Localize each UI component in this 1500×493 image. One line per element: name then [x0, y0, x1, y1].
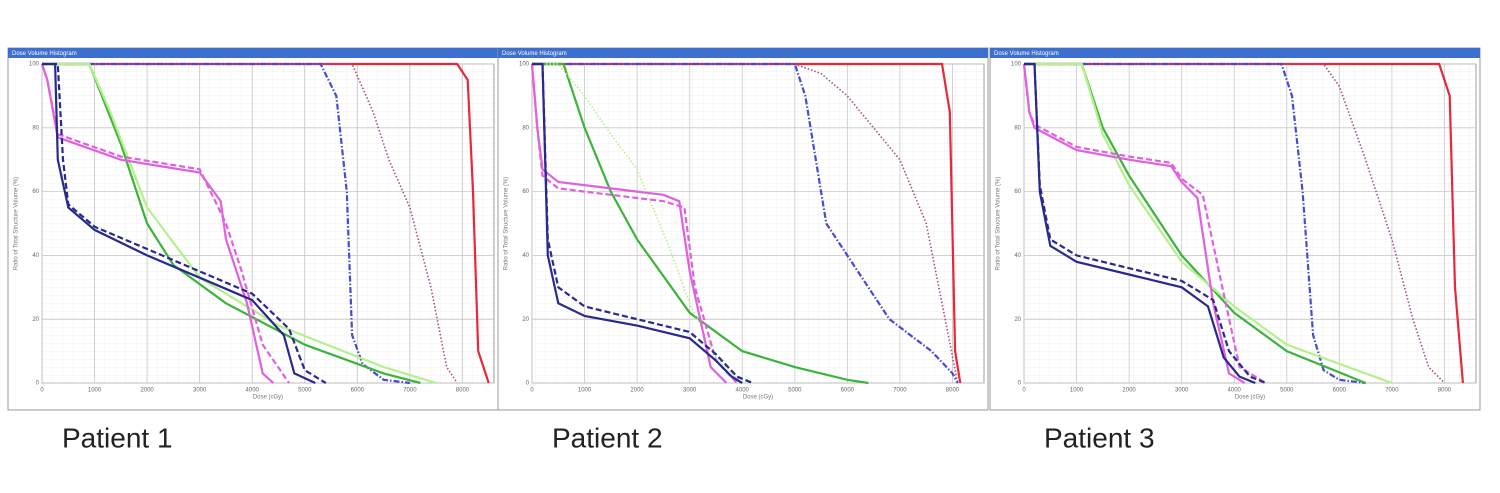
y-axis-label: Ratio of Total Structure Volume (%): [996, 177, 1002, 271]
window-title-bar: [8, 48, 498, 58]
y-tick-label: 20: [32, 317, 39, 323]
dvh-curve: [530, 63, 738, 384]
dvh-curve: [532, 62, 869, 385]
x-tick-label: 0: [40, 388, 44, 394]
dvh-curve: [1024, 62, 1267, 385]
window-title: Dose Volume Histogram: [502, 51, 567, 57]
x-tick-label: 5000: [788, 388, 802, 394]
y-tick-label: 0: [526, 381, 530, 387]
dvh-curve: [532, 62, 754, 385]
y-axis-label: Ratio of Total Structure Volume (%): [14, 177, 20, 271]
x-tick-label: 5000: [1280, 388, 1294, 394]
dvh-curve: [532, 63, 743, 384]
y-tick-label: 0: [36, 381, 40, 387]
dvh-curve: [1024, 62, 1393, 385]
plot-area: [41, 63, 495, 384]
x-axis-label: Dose (cGy): [253, 395, 283, 401]
x-tick-label: 6000: [1333, 388, 1347, 394]
y-tick-label: 60: [32, 189, 39, 195]
dvh-curve: [532, 62, 962, 384]
window-title-bar: [990, 48, 1480, 58]
x-axis-label: Dose (cGy): [1235, 395, 1265, 401]
x-tick-label: 7000: [893, 388, 907, 394]
x-tick-label: 6000: [841, 388, 855, 394]
y-tick-label: 40: [1014, 253, 1021, 259]
y-tick-label: 20: [1014, 317, 1021, 323]
dvh-curve: [42, 62, 411, 385]
x-tick-label: 4000: [736, 388, 750, 394]
x-tick-label: 4000: [1228, 388, 1242, 394]
x-tick-label: 1000: [1070, 388, 1084, 394]
dvh-curve: [42, 63, 458, 384]
y-tick-label: 100: [29, 62, 40, 68]
y-tick-label: 60: [1014, 189, 1021, 195]
dvh-curve: [40, 63, 290, 384]
x-tick-label: 4000: [246, 388, 260, 394]
y-tick-label: 40: [32, 253, 39, 259]
x-axis-label: Dose (cGy): [743, 395, 773, 401]
x-tick-label: 3000: [1175, 388, 1189, 394]
dvh-curve: [532, 62, 743, 384]
window-title-bar: [498, 48, 988, 58]
x-tick-label: 3000: [193, 388, 207, 394]
x-tick-label: 7000: [403, 388, 417, 394]
x-tick-label: 7000: [1385, 388, 1399, 394]
y-tick-label: 100: [519, 62, 530, 68]
x-tick-label: 6000: [351, 388, 365, 394]
x-tick-label: 0: [530, 388, 534, 394]
plot-area: [531, 63, 985, 384]
y-axis-label: Ratio of Total Structure Volume (%): [504, 177, 510, 271]
patient-caption: Patient 2: [552, 422, 663, 453]
x-tick-label: 5000: [298, 388, 312, 394]
x-tick-label: 0: [1022, 388, 1026, 394]
x-tick-label: 1000: [578, 388, 592, 394]
y-tick-label: 80: [32, 125, 39, 131]
patient-caption: Patient 3: [1044, 422, 1155, 453]
plot-area: [1023, 63, 1477, 384]
x-tick-label: 8000: [1438, 388, 1452, 394]
y-tick-label: 60: [522, 189, 529, 195]
dvh-curve: [42, 62, 316, 385]
window-title: Dose Volume Histogram: [994, 51, 1059, 57]
y-tick-label: 40: [522, 253, 529, 259]
dvh-curve: [532, 62, 959, 384]
x-tick-label: 8000: [456, 388, 470, 394]
dvh-curve: [42, 62, 327, 384]
x-tick-label: 2000: [630, 388, 644, 394]
y-tick-label: 20: [522, 317, 529, 323]
dvh-curve: [42, 62, 490, 384]
dvh-curve: [1024, 63, 1446, 384]
x-tick-label: 2000: [1122, 388, 1136, 394]
dvh-curve: [1024, 62, 1366, 385]
y-tick-label: 80: [522, 125, 529, 131]
y-tick-label: 0: [1018, 381, 1022, 387]
x-tick-label: 8000: [946, 388, 960, 394]
patient-caption: Patient 1: [62, 422, 173, 453]
y-tick-label: 100: [1011, 62, 1022, 68]
window-title: Dose Volume Histogram: [12, 51, 77, 57]
x-tick-label: 2000: [140, 388, 154, 394]
x-tick-label: 1000: [88, 388, 102, 394]
x-tick-label: 3000: [683, 388, 697, 394]
dvh-curve: [1022, 63, 1267, 384]
y-tick-label: 80: [1014, 125, 1021, 131]
dvh-curve: [42, 62, 437, 385]
